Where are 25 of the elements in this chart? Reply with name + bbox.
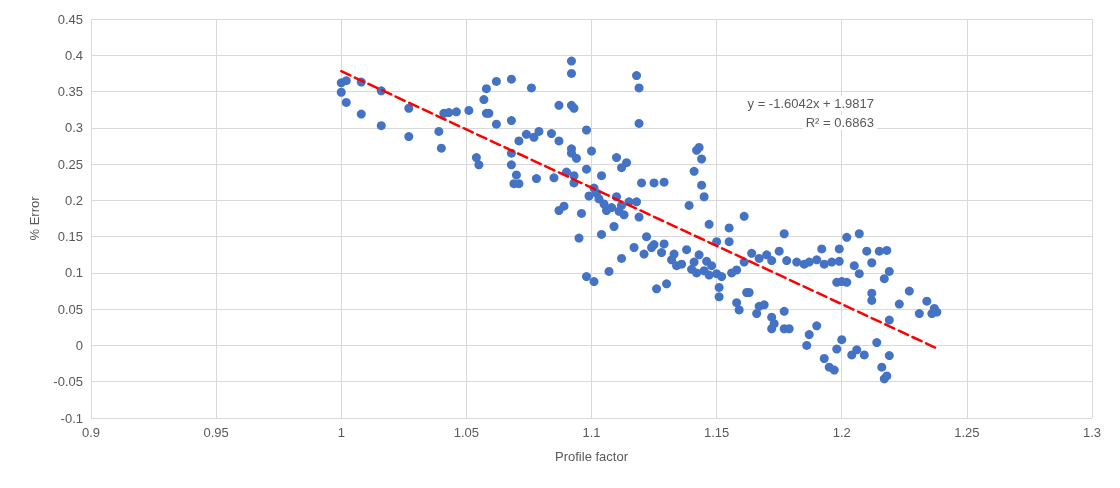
y-tick-label: 0 xyxy=(75,337,83,353)
x-tick-label: 1.15 xyxy=(703,425,730,440)
y-tick-label: -0.05 xyxy=(53,374,83,390)
y-tick-label: -0.1 xyxy=(60,410,83,426)
annotation: y = -1.6042x + 1.9817 xyxy=(747,96,874,111)
y-tick-label: 0.15 xyxy=(57,229,83,245)
x-tick-label: 1.2 xyxy=(832,425,851,440)
x-tick-label: 1 xyxy=(337,425,345,440)
y-tick-label: 0.4 xyxy=(64,47,83,63)
x-tick-label: 1.25 xyxy=(954,425,980,440)
y-tick-label: 0.45 xyxy=(57,11,83,27)
x-axis-title: Profile factor xyxy=(555,449,629,464)
y-tick-label: 0.3 xyxy=(64,120,83,136)
x-tick-label: 1.3 xyxy=(1082,425,1102,440)
x-tick-label: 1.05 xyxy=(453,425,480,440)
y-tick-label: 0.35 xyxy=(57,84,83,100)
y-tick-label: 0.25 xyxy=(57,156,83,172)
annotation: R² = 0.6863 xyxy=(805,115,874,130)
x-tick-label: 0.95 xyxy=(203,425,229,440)
y-tick-label: 0.05 xyxy=(57,301,83,317)
x-tick-label: 1.1 xyxy=(582,425,601,440)
y-axis-title: % Error xyxy=(27,195,42,241)
y-tick-label: 0.2 xyxy=(64,192,83,208)
x-tick-label: 0.9 xyxy=(81,425,101,440)
y-tick-label: 0.1 xyxy=(64,265,83,281)
